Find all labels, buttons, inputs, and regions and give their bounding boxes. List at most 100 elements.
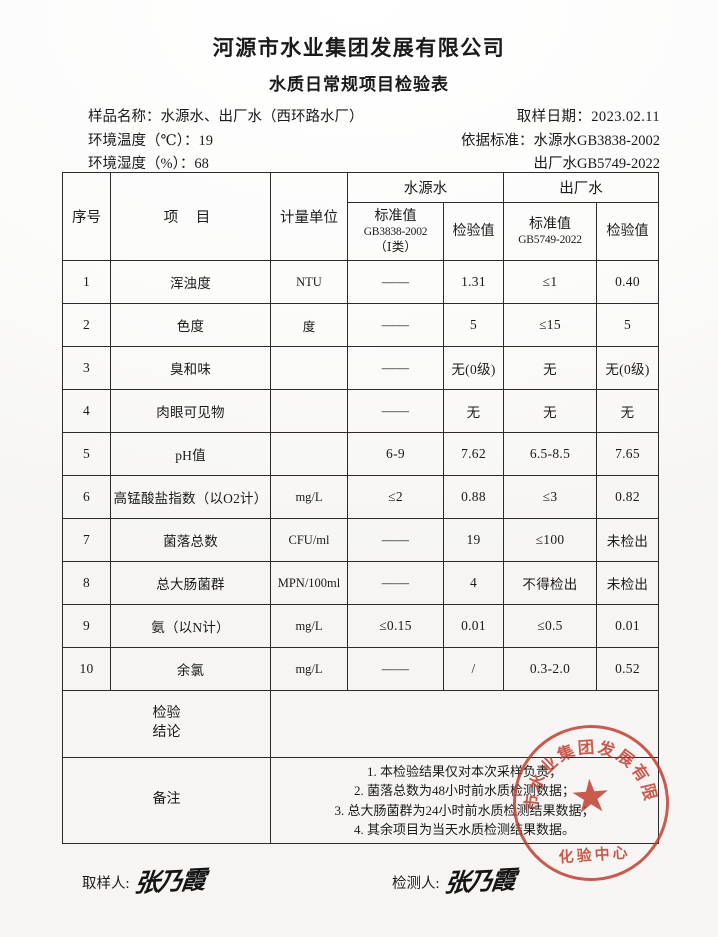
row-outlet-value: 未检出 — [596, 561, 659, 605]
conclusion-value — [270, 690, 659, 758]
row-source-standard: —— — [347, 561, 444, 605]
conclusion-label-line1: 检验 — [152, 706, 181, 722]
remark-label: 备注 — [62, 757, 271, 844]
row-outlet-value: 无 — [596, 389, 659, 433]
row-outlet-standard: ≤100 — [503, 518, 597, 562]
row-item-name: 浑浊度 — [110, 260, 271, 304]
conclusion-row: 检验 结论 — [62, 690, 659, 758]
header-row-groups: 序号 项 目 计量单位 水源水 出厂水 — [62, 172, 659, 261]
row-source-standard: —— — [347, 346, 444, 390]
remark-line: 1. 本检验结果仅对本次采样负责； — [366, 764, 562, 780]
remark-content: 1. 本检验结果仅对本次采样负责； 2. 菌落总数为48小时前水质检测数据； 3. … — [270, 757, 659, 844]
row-unit — [270, 389, 348, 433]
row-item-name: 色度 — [110, 303, 271, 347]
row-unit: 度 — [270, 303, 348, 347]
row-index: 3 — [62, 346, 111, 390]
meta-row-sample: 样品名称：水源水、出厂水（西环路水厂） 取样日期：2023.02.11 — [88, 106, 660, 129]
row-outlet-value: 0.40 — [596, 260, 659, 304]
document-title: 水质日常规项目检验表 — [269, 75, 449, 95]
row-unit: NTU — [270, 260, 348, 304]
row-index: 2 — [62, 303, 111, 347]
row-outlet-standard: ≤1 — [503, 260, 597, 304]
row-item-name: pH值 — [110, 432, 271, 476]
row-source-standard: —— — [347, 389, 444, 433]
row-index: 7 — [62, 518, 111, 562]
remark-row: 备注 1. 本检验结果仅对本次采样负责； 2. 菌落总数为48小时前水质检测数据；… — [62, 757, 659, 844]
conclusion-label: 检验 结论 — [62, 690, 271, 758]
column-header-no: 序号 — [62, 172, 111, 261]
table-row: 10 余氯 mg/L ——/0.3-2.0 0.52 — [62, 647, 659, 691]
row-source-standard: —— — [347, 303, 444, 347]
table-footer: 检验 结论 备注 1. 本检验结果仅对本次采样负责； 2. 菌落总数为48小时前水… — [62, 690, 659, 844]
row-outlet-value: 0.82 — [596, 475, 659, 519]
row-index: 5 — [62, 432, 111, 476]
table-row: 7 菌落总数 CFU/ml —— 19 ≤100 未检出 — [62, 518, 659, 562]
row-unit: mg/L — [270, 475, 348, 519]
row-item-name: 总大肠菌群 — [110, 561, 271, 605]
remark-line: 3. 总大肠菌群为24小时前水质检测结果数据； — [334, 802, 595, 818]
table-row: 1 浑浊度 NTU —— 1.31 ≤1 0.40 — [62, 260, 659, 304]
ambient-temperature-label: 环境温度（℃）：19 — [88, 132, 213, 149]
row-item-name: 高锰酸盐指数（以O2计） — [110, 475, 271, 519]
tester-signature: 张乃霞 — [442, 865, 516, 898]
sampling-date-label: 取样日期：2023.02.11 — [516, 109, 660, 126]
row-source-value: 无(0级) — [443, 346, 504, 390]
row-unit: mg/L — [270, 647, 348, 691]
row-outlet-value: 无(0级) — [596, 346, 659, 390]
row-source-value: 无 — [443, 389, 504, 433]
row-unit — [270, 432, 348, 476]
row-outlet-standard: 0.3-2.0 — [503, 647, 597, 691]
row-item-name: 肉眼可见物 — [110, 389, 271, 433]
remark-line: 4. 其余项目为当天水质检测结果数据。 — [353, 821, 575, 837]
row-source-standard: —— — [347, 260, 444, 304]
row-outlet-value: 0.01 — [596, 604, 659, 648]
sampler-signature-block: 取样人: 张乃霞 — [82, 862, 205, 898]
row-source-standard: —— — [347, 647, 444, 691]
row-source-value: 7.62 — [443, 432, 504, 476]
outlet-standard-title: 标准值 — [529, 216, 571, 232]
row-source-standard: ≤0.15 — [347, 604, 444, 648]
source-standard-class: （Ⅰ类） — [374, 239, 417, 254]
row-outlet-standard: ≤3 — [503, 475, 597, 519]
header-row-subcolumns: 标准值 GB3838-2002 （Ⅰ类） 检验值 标准值 GB5749-2022… — [63, 202, 659, 261]
sampler-label: 取样人: — [82, 876, 130, 892]
signature-area: 取样人: 张乃霞 检测人: 张乃霞 — [62, 862, 662, 922]
table-row: 6 高锰酸盐指数（以O2计） mg/L ≤2 0.88 ≤3 0.82 — [62, 475, 659, 519]
row-source-value: 19 — [443, 518, 504, 562]
ambient-humidity-label: 环境湿度（%）：68 — [88, 156, 209, 173]
standard-basis-label-2: 出厂水GB5749-2022 — [533, 156, 660, 173]
row-index: 8 — [62, 561, 111, 605]
row-outlet-value: 0.52 — [596, 647, 659, 691]
organization-title: 河源市水业集团发展有限公司 — [212, 36, 506, 60]
source-standard-code: GB3838-2002 — [363, 226, 428, 239]
table-row: 4 肉眼可见物 —— 无无无 — [62, 389, 659, 433]
row-source-value: 4 — [443, 561, 504, 605]
row-source-value: 5 — [443, 303, 504, 347]
row-outlet-standard: 不得检出 — [503, 561, 597, 605]
row-source-value: 0.01 — [443, 604, 504, 648]
row-index: 10 — [62, 647, 111, 691]
table-row: 5 pH值 6-9 7.62 6.5-8.5 7.65 — [62, 432, 659, 476]
meta-row-temperature: 环境温度（℃）：19 依据标准：水源水GB3838-2002 — [88, 130, 660, 153]
row-outlet-standard: 无 — [503, 346, 597, 390]
standard-basis-label: 依据标准：水源水GB3838-2002 — [461, 132, 660, 149]
row-item-name: 氨（以N计） — [110, 604, 271, 648]
tester-signature-block: 检测人: 张乃霞 — [392, 862, 515, 898]
outlet-standard-code: GB5749-2022 — [518, 234, 582, 247]
row-outlet-standard: ≤0.5 — [503, 604, 597, 648]
row-outlet-value: 未检出 — [596, 518, 659, 562]
row-item-name: 余氯 — [110, 647, 271, 691]
row-index: 4 — [62, 389, 111, 433]
row-index: 1 — [62, 260, 111, 304]
row-source-value: 1.31 — [443, 260, 504, 304]
row-outlet-value: 5 — [596, 303, 659, 347]
document-meta: 样品名称：水源水、出厂水（西环路水厂） 取样日期：2023.02.11 环境温度… — [0, 106, 718, 176]
table-row: 9 氨（以N计） mg/L ≤0.15 0.01 ≤0.5 0.01 — [62, 604, 659, 648]
table-header: 序号 项 目 计量单位 水源水 出厂水 标准值 GB3838-2002 （Ⅰ类）… — [62, 172, 659, 261]
row-item-name: 臭和味 — [110, 346, 271, 390]
row-source-value: 0.88 — [443, 475, 504, 519]
row-source-value: / — [443, 647, 504, 691]
row-outlet-value: 7.65 — [596, 432, 659, 476]
row-unit: mg/L — [270, 604, 348, 648]
column-header-source-standard: 标准值 GB3838-2002 （Ⅰ类） — [347, 202, 444, 261]
